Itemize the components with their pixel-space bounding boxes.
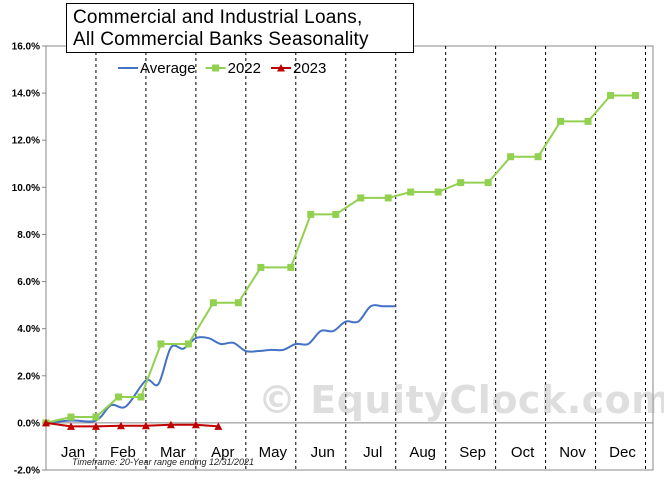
point-marker — [209, 299, 217, 307]
y-tick-label: 16.0% — [12, 42, 40, 53]
plot-frame — [45, 45, 654, 471]
point-marker — [607, 91, 615, 99]
point-marker — [632, 91, 640, 99]
watermark-text: EquityClock.com — [310, 378, 664, 422]
timeframe-note: Timeframe: 20-Year range ending 12/31/20… — [72, 457, 255, 467]
point-marker — [234, 299, 242, 307]
y-tick-label: 6.0% — [17, 277, 40, 288]
series-line — [45, 304, 396, 424]
legend-label: Average — [140, 60, 196, 77]
x-tick-label: Nov — [559, 444, 586, 461]
x-tick-label: Apr — [211, 444, 234, 461]
point-marker — [534, 153, 542, 161]
watermark: © EquityClock.com — [258, 378, 664, 422]
point-marker — [257, 263, 265, 271]
point-marker — [184, 340, 192, 348]
point-marker — [114, 393, 122, 401]
y-tick-label: 14.0% — [12, 89, 40, 100]
x-tick-label: Jul — [363, 444, 382, 461]
series-2023 — [42, 418, 223, 430]
gridlines — [45, 45, 654, 471]
x-tick-label: Sep — [459, 444, 486, 461]
y-tick-label: 4.0% — [17, 324, 40, 335]
legend-item-2023: 2023 — [270, 60, 326, 77]
legend-marker — [212, 64, 220, 72]
point-marker — [584, 117, 592, 125]
x-tick-label: Dec — [609, 444, 636, 461]
point-marker — [191, 420, 200, 429]
point-marker — [42, 418, 50, 427]
y-tick-label: 10.0% — [12, 183, 40, 194]
x-tick-label: Aug — [409, 444, 436, 461]
series-line — [45, 421, 219, 428]
title-line-2: All Commercial Banks Seasonality — [73, 29, 369, 50]
title-line-1: Commercial and Industrial Loans, — [73, 7, 363, 28]
y-tick-label: 0.0% — [17, 418, 40, 429]
point-marker — [507, 153, 515, 161]
point-marker — [557, 117, 565, 125]
point-marker — [332, 210, 340, 218]
series-average — [45, 304, 396, 424]
point-marker — [484, 179, 492, 187]
series-layer — [42, 91, 640, 430]
x-tick-label: Oct — [511, 444, 535, 461]
y-tick-label: -2.0% — [14, 466, 40, 477]
point-marker — [157, 340, 165, 348]
point-marker — [91, 422, 100, 430]
point-marker — [434, 188, 442, 196]
point-marker — [407, 188, 415, 196]
point-marker — [457, 179, 465, 187]
point-marker — [92, 413, 100, 421]
y-tick-label: 2.0% — [17, 371, 40, 382]
x-tick-label: Mar — [160, 444, 186, 461]
x-tick-label: May — [259, 444, 288, 461]
point-marker — [116, 421, 125, 430]
point-marker — [214, 422, 223, 430]
point-marker — [287, 263, 295, 271]
legend: Average 2022 2023 — [118, 60, 326, 77]
point-marker — [141, 421, 150, 430]
legend-label: 2022 — [228, 60, 261, 77]
legend-marker — [276, 64, 285, 72]
y-tick-label: 12.0% — [12, 136, 40, 147]
y-tick-label: 8.0% — [17, 230, 40, 241]
x-tick-label: Jun — [311, 444, 335, 461]
point-marker — [166, 420, 175, 429]
x-tick-label: Feb — [110, 444, 136, 461]
point-marker — [67, 413, 75, 421]
legend-label: 2023 — [293, 60, 326, 77]
legend-item-2022: 2022 — [205, 60, 261, 77]
copyright-icon: © — [258, 378, 297, 422]
point-marker — [66, 422, 75, 430]
point-marker — [137, 393, 145, 401]
chart-title: Commercial and Industrial Loans, All Com… — [66, 3, 414, 53]
x-axis: Jan Feb Mar Apr May Jun Jul Aug Sep Oct Nov Dec — [61, 444, 636, 461]
point-marker — [384, 194, 392, 202]
point-marker — [357, 194, 365, 202]
point-marker — [307, 210, 315, 218]
legend-item-average: Average — [118, 60, 196, 77]
x-tick-label: Jan — [61, 444, 85, 461]
y-axis: -2.0% 0.0% 2.0% 4.0% 6.0% 8.0% 10.0% 12.0% 14.0%… — [12, 42, 653, 477]
